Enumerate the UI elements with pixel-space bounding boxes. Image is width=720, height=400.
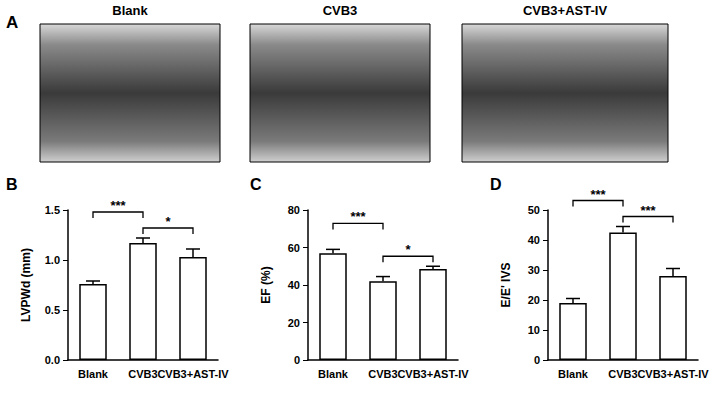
svg-text:40: 40 — [528, 234, 540, 246]
svg-text:Blank: Blank — [112, 3, 148, 18]
svg-text:CVB3+AST-IV: CVB3+AST-IV — [397, 368, 469, 380]
svg-text:1.0: 1.0 — [45, 254, 60, 266]
svg-text:0: 0 — [294, 354, 300, 366]
svg-text:50: 50 — [528, 204, 540, 216]
svg-text:60: 60 — [288, 242, 300, 254]
svg-text:CVB3: CVB3 — [128, 368, 157, 380]
svg-text:CVB3+AST-IV: CVB3+AST-IV — [157, 368, 229, 380]
svg-text:B: B — [6, 176, 18, 193]
svg-text:EF (%): EF (%) — [259, 266, 273, 303]
svg-text:E/E' IVS: E/E' IVS — [499, 263, 513, 308]
svg-text:D: D — [490, 176, 502, 193]
svg-text:*: * — [165, 214, 171, 229]
svg-text:*: * — [405, 242, 411, 257]
svg-text:20: 20 — [288, 317, 300, 329]
svg-text:Blank: Blank — [558, 368, 589, 380]
svg-text:***: *** — [590, 187, 606, 202]
svg-text:10: 10 — [528, 324, 540, 336]
svg-text:***: *** — [350, 209, 366, 224]
svg-text:0: 0 — [534, 354, 540, 366]
svg-text:Blank: Blank — [318, 368, 349, 380]
svg-text:Blank: Blank — [78, 368, 109, 380]
svg-text:A: A — [6, 13, 18, 32]
svg-text:30: 30 — [528, 264, 540, 276]
svg-text:CVB3+AST-IV: CVB3+AST-IV — [637, 368, 709, 380]
svg-text:0.5: 0.5 — [45, 304, 60, 316]
svg-text:CVB3: CVB3 — [323, 3, 358, 18]
svg-text:1.5: 1.5 — [45, 204, 60, 216]
svg-text:LVPWd (mm): LVPWd (mm) — [19, 248, 33, 322]
svg-text:CVB3: CVB3 — [368, 368, 397, 380]
svg-text:C: C — [250, 176, 262, 193]
svg-text:40: 40 — [288, 279, 300, 291]
svg-text:20: 20 — [528, 294, 540, 306]
svg-text:***: *** — [640, 203, 656, 218]
svg-text:CVB3: CVB3 — [608, 368, 637, 380]
svg-text:***: *** — [110, 198, 126, 213]
svg-text:CVB3+AST-IV: CVB3+AST-IV — [523, 3, 607, 18]
svg-text:0.0: 0.0 — [45, 354, 60, 366]
svg-text:80: 80 — [288, 204, 300, 216]
